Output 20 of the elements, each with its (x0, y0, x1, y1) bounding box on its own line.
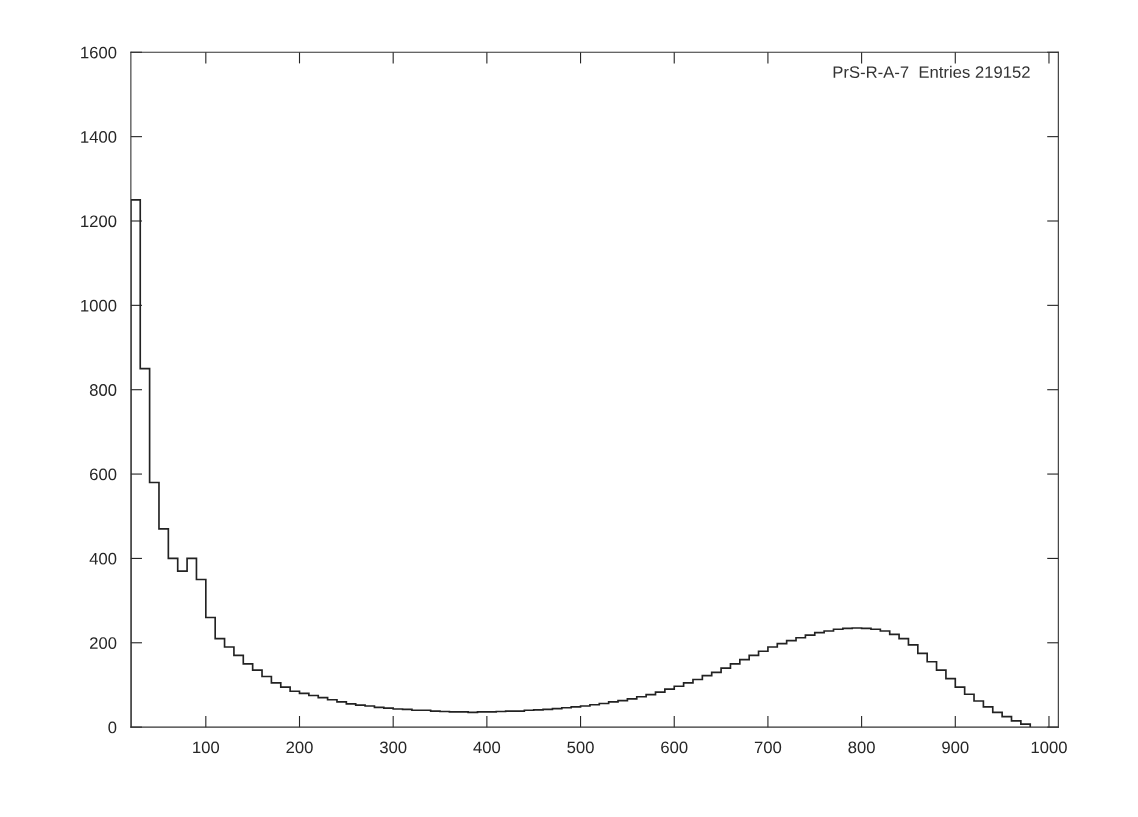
x-tick-label: 500 (567, 741, 594, 754)
annotation: PrS-R-A-7 Entries 219152 (833, 65, 1030, 79)
y-tick-label: 400 (89, 552, 117, 565)
y-tick-label: 0 (108, 721, 117, 734)
y-tick-label: 800 (89, 384, 117, 396)
x-tick-label: 700 (754, 741, 782, 754)
x-tick-label: 600 (661, 741, 688, 754)
x-tick-label: 400 (473, 741, 501, 754)
y-tick-label: 200 (90, 637, 117, 649)
y-tick-label: 1200 (81, 215, 117, 228)
y-tick-label: 1000 (81, 299, 117, 312)
x-tick-label: 900 (942, 741, 969, 754)
x-tick-label: 300 (379, 741, 407, 754)
y-tick-label: 1600 (81, 46, 117, 59)
x-tick-label: 1000 (1031, 741, 1067, 754)
x-tick-label: 800 (848, 741, 875, 754)
y-tick-label: 1400 (81, 131, 117, 143)
y-tick-label: 600 (90, 468, 117, 481)
x-tick-label: 100 (193, 741, 220, 754)
x-tick-label: 200 (286, 741, 313, 754)
